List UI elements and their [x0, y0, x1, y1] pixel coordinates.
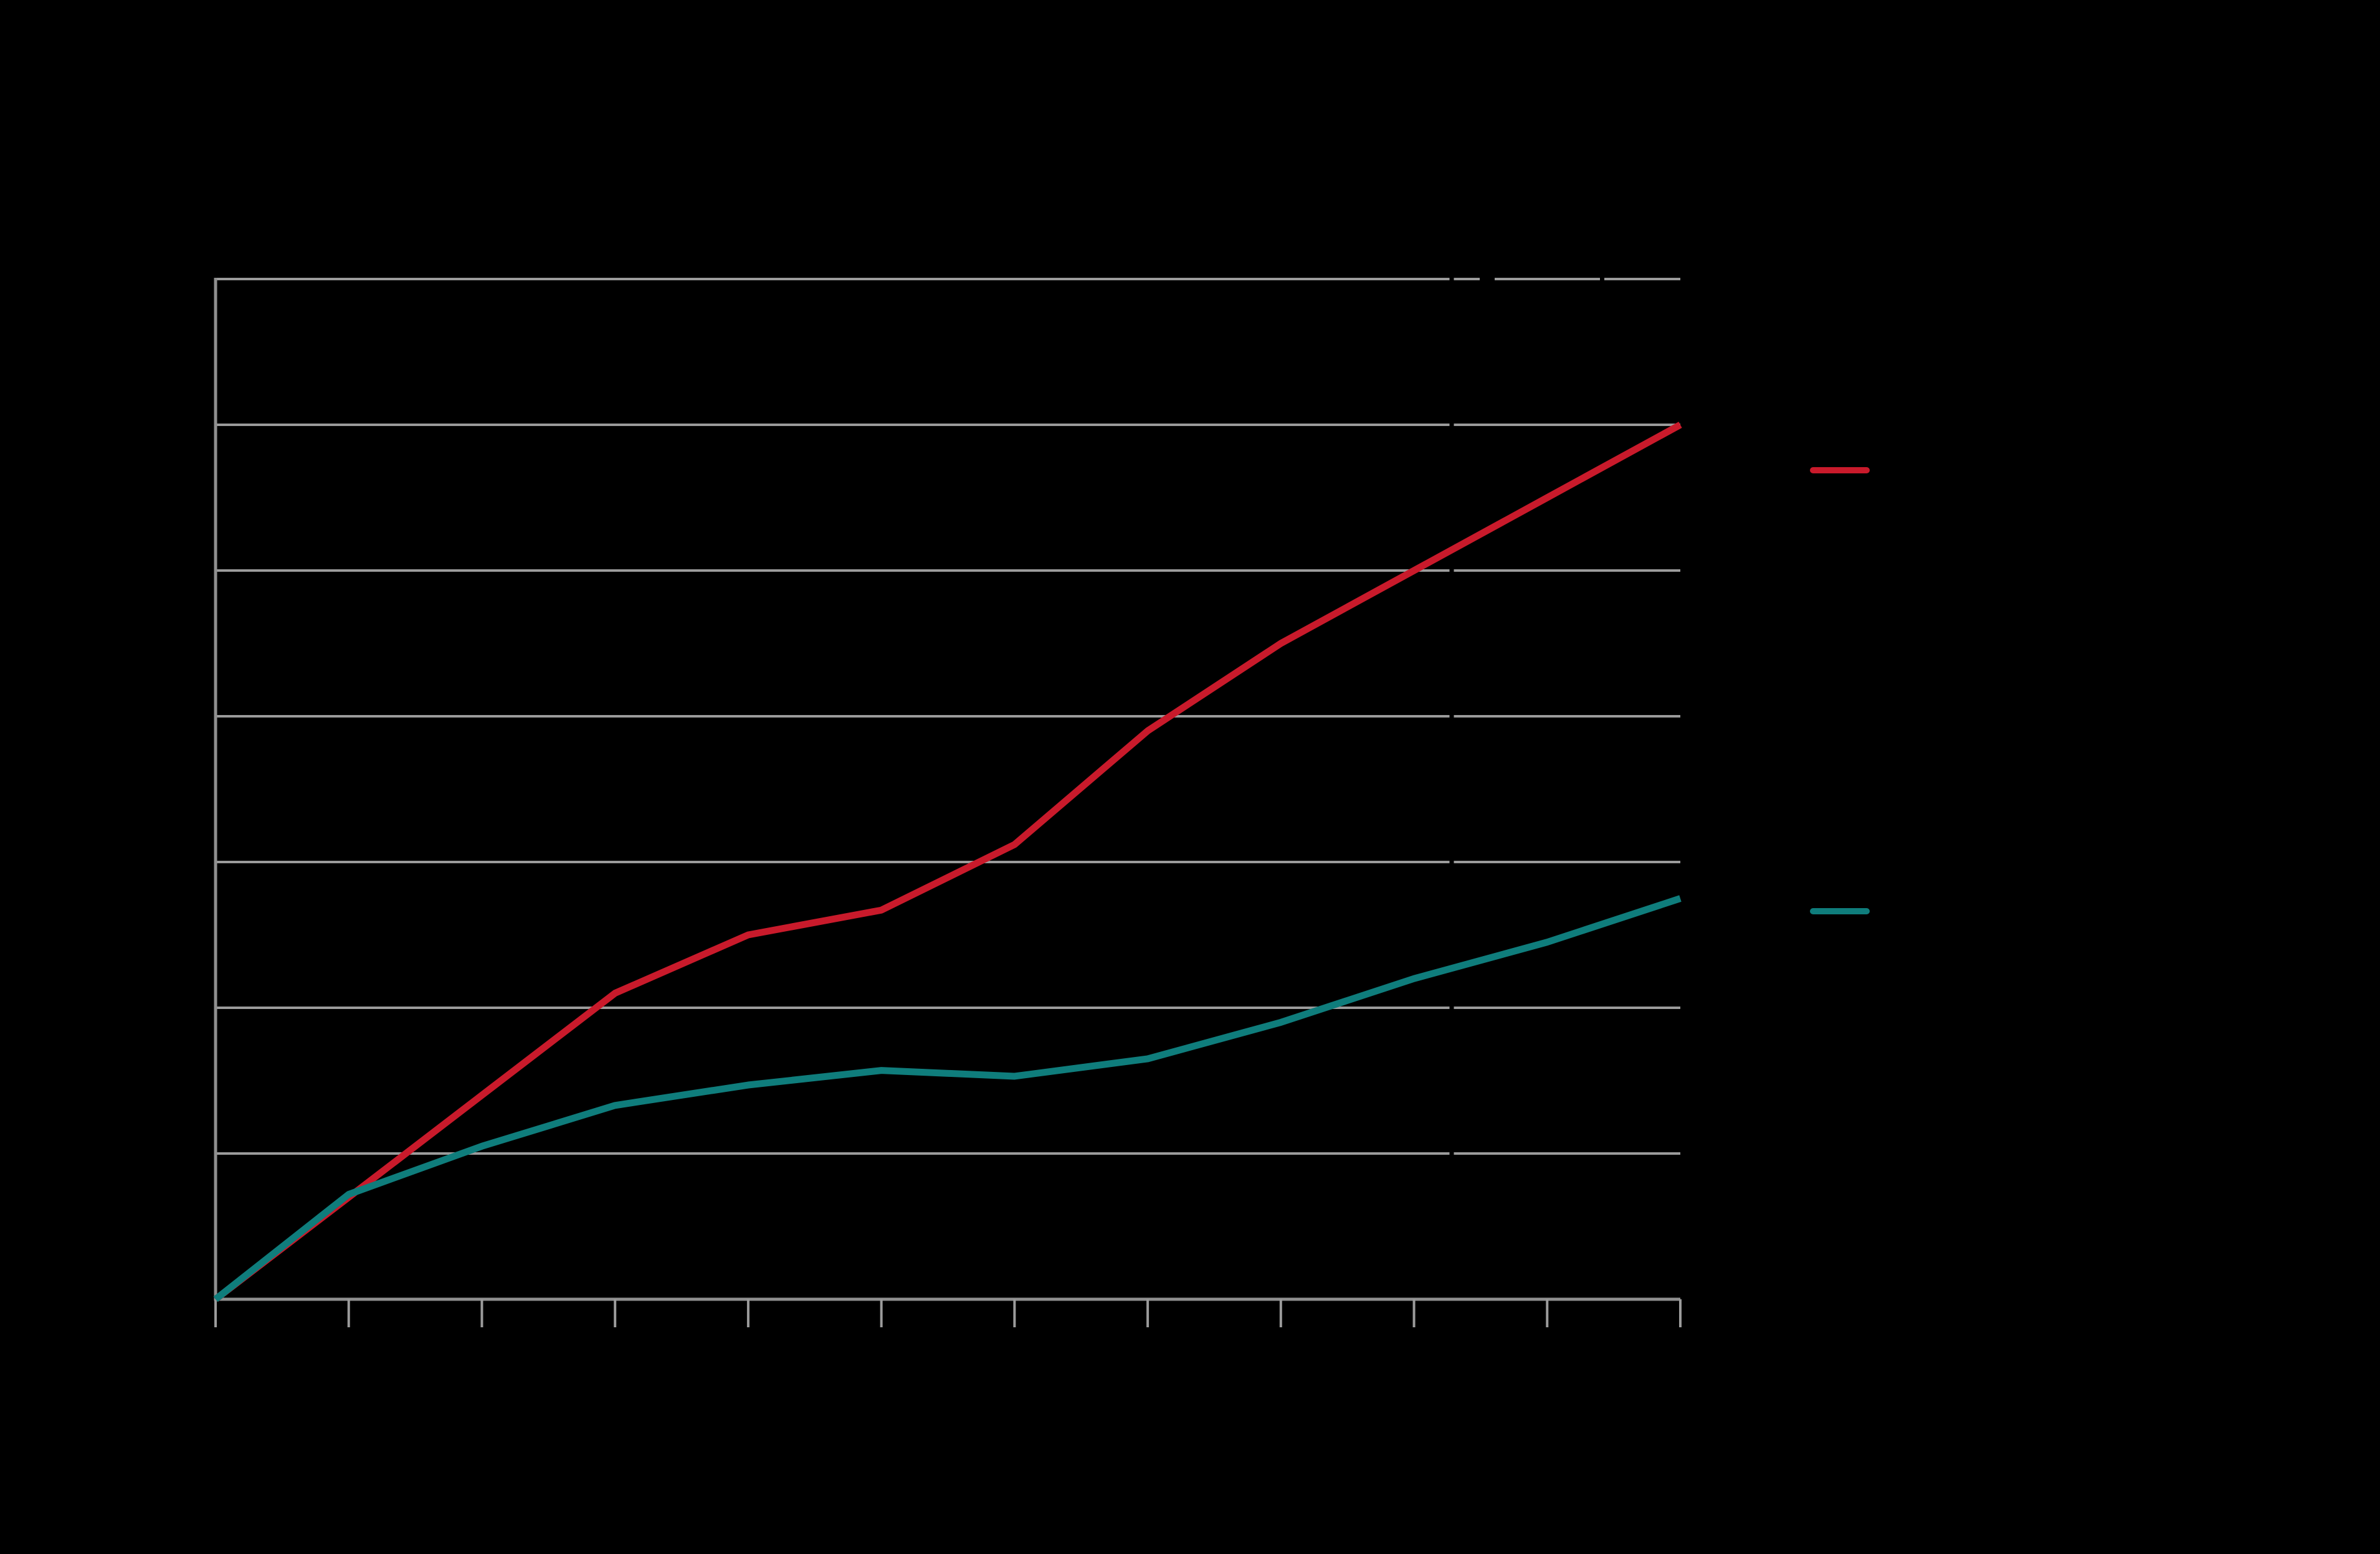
- top-border-gap: [1600, 275, 1604, 283]
- top-border-gap: [1480, 275, 1495, 283]
- series-red-line: [213, 422, 1682, 1302]
- data-series: [213, 422, 1682, 1302]
- axes: [214, 278, 1680, 1301]
- artifact-overlays: [1449, 275, 1604, 1297]
- legend: [1810, 467, 1870, 914]
- x-axis-ticks: [214, 1299, 1682, 1327]
- series-teal-line: [213, 895, 1682, 1302]
- gridlines: [216, 278, 1680, 1155]
